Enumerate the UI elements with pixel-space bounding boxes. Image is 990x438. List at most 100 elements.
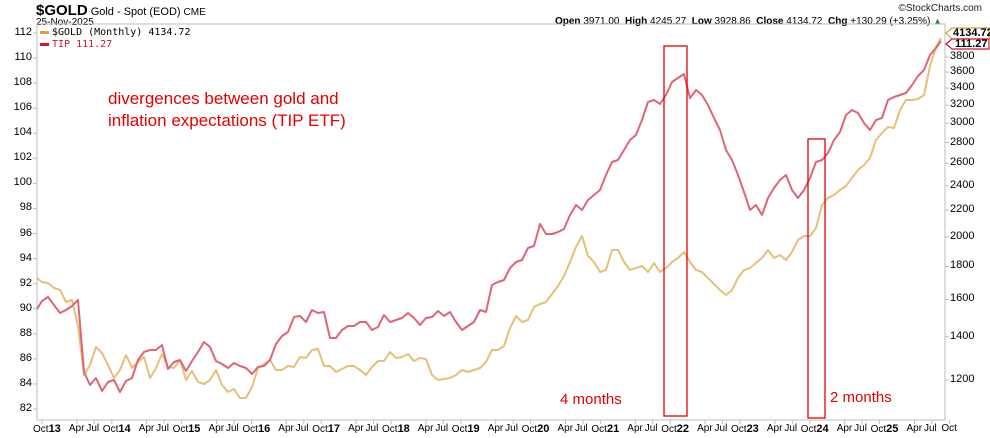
low-value: 3928.86 bbox=[714, 16, 751, 27]
box2-label: 2 months bbox=[830, 389, 892, 406]
plot-frame bbox=[36, 23, 946, 421]
x-axis-tick: Jul bbox=[365, 423, 379, 434]
x-axis-tick: Apr bbox=[417, 423, 434, 434]
left-axis-tick: 108 bbox=[13, 76, 32, 89]
left-axis-tick: 110 bbox=[14, 51, 32, 64]
x-axis-tick: Apr bbox=[68, 423, 85, 434]
left-axis-tick: 112 bbox=[14, 26, 32, 38]
left-axis-tick: 98 bbox=[19, 201, 32, 214]
legend-swatch-tip bbox=[40, 42, 49, 46]
high-value: 4245.27 bbox=[650, 16, 687, 27]
right-axis-tick: 3600 bbox=[950, 65, 975, 78]
brand-watermark: ©StockCharts.com bbox=[898, 3, 982, 14]
x-axis-tick: Oct18 bbox=[382, 423, 410, 435]
left-axis-tick: 106 bbox=[13, 101, 32, 114]
left-axis-tick: 104 bbox=[13, 126, 32, 139]
right-axis-tick: 1600 bbox=[950, 292, 975, 305]
x-axis-tick: Apr bbox=[906, 423, 923, 434]
x-axis-tick: Apr bbox=[208, 423, 225, 434]
annotation-line-1: divergences between gold and bbox=[108, 89, 339, 108]
x-axis-tick: Jul bbox=[295, 423, 309, 434]
left-axis-tick: 94 bbox=[19, 251, 32, 264]
ohlc-bar: Open 3971.00 High 4245.27 Low 3928.86 Cl… bbox=[555, 16, 942, 27]
right-axis-tick: 1200 bbox=[950, 373, 975, 385]
x-axis-tick: Jul bbox=[86, 423, 100, 434]
x-axis-tick: Oct bbox=[941, 423, 957, 434]
left-axis-tick: 84 bbox=[19, 376, 32, 389]
box1-label: 4 months bbox=[560, 391, 622, 408]
gold-value-tag: 4134.72 bbox=[953, 27, 990, 39]
right-axis-tick: 2200 bbox=[950, 203, 975, 216]
legend-label-tip: TIP 111.27 bbox=[52, 39, 113, 50]
x-axis-tick: Jul bbox=[435, 423, 449, 434]
x-axis-tick: Oct19 bbox=[451, 423, 480, 435]
x-axis-tick: Apr bbox=[627, 423, 643, 434]
legend: $GOLD (Monthly) 4134.72 TIP 111.27 bbox=[40, 27, 190, 51]
low-label: Low bbox=[691, 16, 712, 27]
x-axis-tick: Apr bbox=[487, 423, 504, 434]
close-value: 4134.72 bbox=[786, 16, 823, 27]
right-axis-tick: 1400 bbox=[950, 329, 975, 342]
x-axis-tick: Oct15 bbox=[172, 423, 201, 435]
gold-value-marker bbox=[945, 27, 990, 40]
x-axis-tick: Oct17 bbox=[312, 423, 340, 435]
x-axis-tick: Jul bbox=[505, 423, 518, 434]
right-axis-tick: 2800 bbox=[950, 135, 975, 148]
chg-label: Chg bbox=[828, 16, 848, 27]
x-axis-tick: Jul bbox=[714, 423, 728, 434]
exchange: CME bbox=[183, 7, 206, 18]
x-axis-tick: Oct21 bbox=[591, 423, 620, 435]
x-axis-tick: Jul bbox=[784, 423, 798, 434]
legend-label-gold: $GOLD (Monthly) 4134.72 bbox=[52, 27, 191, 38]
left-axis-tick: 86 bbox=[19, 351, 32, 364]
right-axis-tick: 3800 bbox=[950, 50, 975, 62]
x-axis-tick: Oct22 bbox=[661, 423, 689, 435]
x-axis-tick: Jul bbox=[156, 423, 169, 434]
left-axis-tick: 100 bbox=[13, 176, 32, 189]
x-axis-tick: Jul bbox=[854, 423, 867, 434]
legend-item-gold: $GOLD (Monthly) 4134.72 bbox=[40, 27, 190, 39]
x-axis-tick: Jul bbox=[644, 423, 658, 434]
x-axis-tick: Apr bbox=[557, 423, 574, 434]
left-axis-tick: 88 bbox=[19, 326, 32, 339]
gold-series-line bbox=[36, 37, 942, 399]
legend-item-tip: TIP 111.27 bbox=[40, 39, 190, 51]
chart-date: 25-Nov-2025 bbox=[36, 17, 94, 28]
open-label: Open bbox=[554, 16, 581, 27]
left-axis-tick: 96 bbox=[19, 226, 32, 239]
close-label: Close bbox=[756, 16, 784, 27]
x-axis-tick: Oct25 bbox=[870, 423, 899, 435]
right-axis-tick: 3200 bbox=[950, 98, 975, 111]
tip-value-tag: 111.27 bbox=[955, 38, 988, 50]
x-axis-tick: Oct23 bbox=[731, 423, 759, 435]
annotation-line-2: inflation expectations (TIP ETF) bbox=[108, 111, 346, 130]
x-axis-tick: Jul bbox=[225, 423, 239, 434]
x-axis-tick: Apr bbox=[697, 423, 713, 434]
x-axis-tick: Jul bbox=[574, 423, 588, 434]
tip-value-marker bbox=[945, 38, 990, 50]
up-arrow-icon: ▲ bbox=[933, 16, 942, 26]
x-axis-tick: Oct20 bbox=[521, 423, 550, 435]
legend-swatch-gold bbox=[40, 30, 49, 34]
x-axis-tick: Apr bbox=[766, 423, 783, 434]
symbol: $GOLD bbox=[36, 2, 88, 19]
x-axis-tick: Oct16 bbox=[242, 423, 271, 435]
x-axis-tick: Apr bbox=[278, 423, 294, 434]
left-axis-tick: 102 bbox=[13, 151, 32, 164]
divergence-box-1 bbox=[663, 45, 688, 417]
tip-series-line bbox=[36, 40, 942, 393]
divergence-box-2 bbox=[807, 138, 826, 419]
right-axis-tick: 3400 bbox=[950, 81, 975, 94]
chg-value: +130.29 (+3.25%) bbox=[850, 16, 931, 27]
left-axis-tick: 82 bbox=[19, 402, 32, 414]
chart-title: $GOLD Gold - Spot (EOD) CME bbox=[36, 2, 206, 19]
right-axis-tick: 2000 bbox=[950, 229, 975, 242]
x-axis-tick: Oct13 bbox=[33, 423, 61, 435]
right-axis-tick: 3000 bbox=[950, 116, 975, 129]
left-axis-tick: 90 bbox=[19, 301, 32, 314]
open-value: 3971.00 bbox=[583, 16, 620, 27]
annotation-text: divergences between gold and inflation e… bbox=[108, 88, 346, 132]
x-axis-tick: Oct14 bbox=[102, 423, 131, 435]
right-axis-tick: 2600 bbox=[950, 156, 975, 169]
